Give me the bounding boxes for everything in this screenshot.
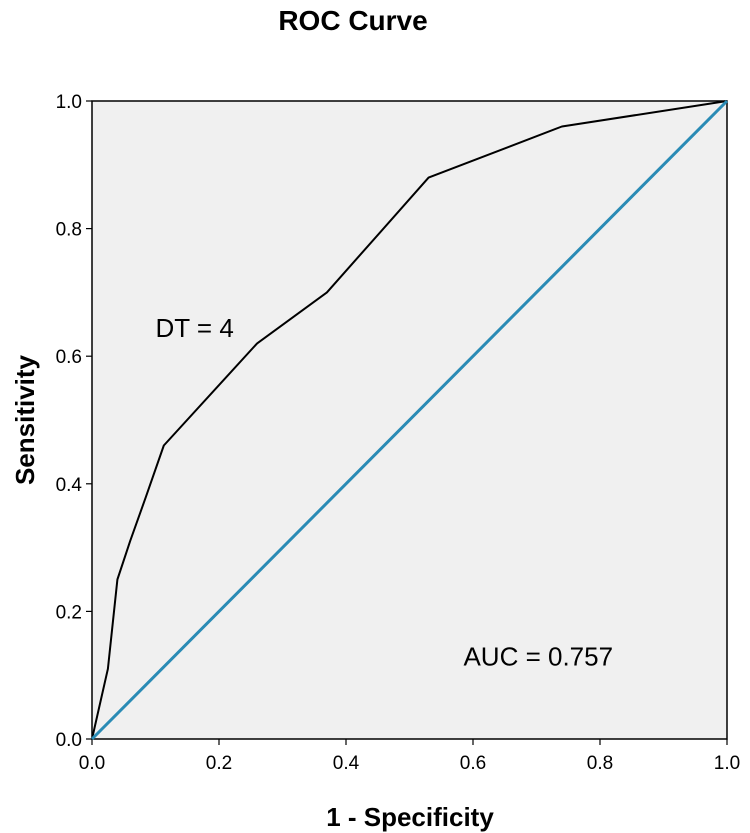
- x-tick-label: 0.8: [587, 753, 613, 774]
- y-axis-label: Sensitivity: [10, 354, 40, 485]
- series-layer: [90, 99, 729, 741]
- dt-annotation: DT = 4: [156, 313, 234, 343]
- reference-line: [90, 99, 729, 741]
- roc-curve-line: [91, 100, 728, 740]
- x-tick-label: 1.0: [714, 753, 740, 774]
- chart-title: ROC Curve: [278, 5, 427, 36]
- y-tick-label: 0.4: [56, 475, 83, 496]
- y-tick-label: 0.2: [56, 602, 82, 623]
- axis-ticks: [86, 100, 728, 745]
- y-tick-label: 1.0: [56, 92, 82, 113]
- auc-annotation: AUC = 0.757: [463, 642, 613, 672]
- y-tick-label: 0.0: [56, 730, 82, 751]
- x-axis-label: 1 - Specificity: [326, 802, 494, 832]
- y-tick-label: 0.8: [56, 220, 82, 241]
- annotation-layer: DT = 4 AUC = 0.757: [156, 313, 614, 672]
- x-tick-label: 0.4: [333, 753, 360, 774]
- x-tick-label: 0.6: [460, 753, 486, 774]
- tick-labels: 0.0 0.2 0.4 0.6 0.8 1.0 0.0 0.2 0.4 0.6 0.8 1.0: [56, 92, 741, 774]
- y-tick-label: 0.6: [56, 347, 82, 368]
- x-tick-label: 0.2: [206, 753, 232, 774]
- x-tick-label: 0.0: [79, 753, 105, 774]
